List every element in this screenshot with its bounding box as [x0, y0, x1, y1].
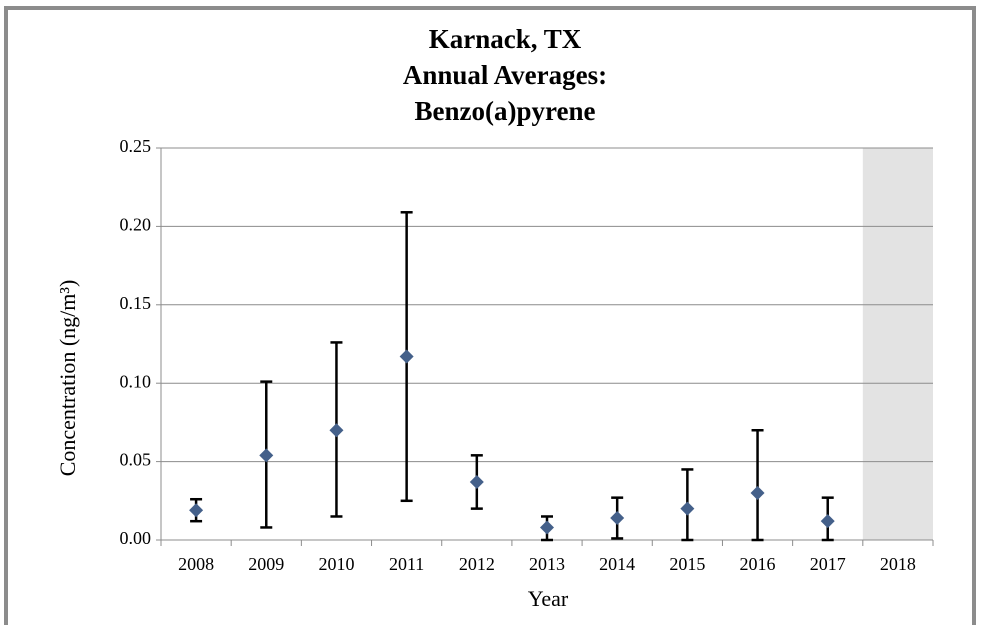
x-tick-label: 2014	[599, 554, 635, 574]
marker	[329, 423, 344, 438]
frame	[4, 6, 976, 630]
x-tick-label: 2009	[248, 554, 284, 574]
y-tick-label: 0.10	[120, 371, 152, 391]
x-tick-label: 2016	[740, 554, 776, 574]
x-tick-label: 2011	[389, 554, 424, 574]
x-tick-label: 2018	[880, 554, 916, 574]
x-tick-label: 2008	[178, 554, 214, 574]
y-tick-label: 0.20	[120, 215, 152, 235]
y-tick-label: 0.25	[120, 136, 152, 156]
marker	[189, 503, 204, 518]
marker	[399, 349, 414, 364]
marker	[469, 474, 484, 489]
x-tick-label: 2017	[810, 554, 846, 574]
chart-title: Karnack, TX	[429, 24, 582, 54]
y-tick-label: 0.05	[120, 450, 152, 470]
marker	[610, 511, 625, 526]
x-tick-label: 2013	[529, 554, 565, 574]
y-tick-label: 0.00	[120, 528, 152, 548]
x-axis-label: Year	[528, 586, 569, 611]
x-tick-label: 2015	[669, 554, 705, 574]
x-tick-label: 2012	[459, 554, 495, 574]
marker	[540, 520, 554, 535]
chart-title: Annual Averages:	[403, 60, 607, 90]
marker	[259, 448, 274, 463]
marker	[820, 514, 835, 529]
y-tick-label: 0.15	[120, 293, 152, 313]
y-axis-label: Concentration (ng/m³)	[55, 280, 80, 477]
chart-title: Benzo(a)pyrene	[415, 96, 596, 126]
marker	[750, 485, 765, 500]
marker	[680, 501, 695, 516]
x-tick-label: 2010	[318, 554, 354, 574]
highlight-band	[862, 148, 933, 540]
